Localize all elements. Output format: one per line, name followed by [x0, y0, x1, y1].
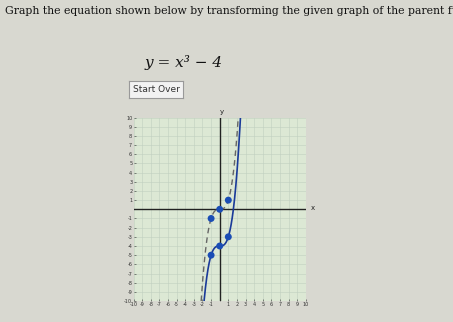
Text: x: x: [311, 205, 315, 211]
Point: [216, 207, 223, 212]
Point: [216, 243, 223, 249]
Point: [207, 252, 215, 258]
Point: [225, 198, 232, 203]
Text: Graph the equation shown below by transforming the given graph of the parent fun: Graph the equation shown below by transf…: [5, 6, 453, 16]
Text: y: y: [219, 109, 223, 115]
Text: Start Over: Start Over: [133, 85, 180, 94]
Point: [207, 216, 215, 221]
Point: [225, 234, 232, 240]
Text: y = x³ − 4: y = x³ − 4: [145, 55, 223, 70]
